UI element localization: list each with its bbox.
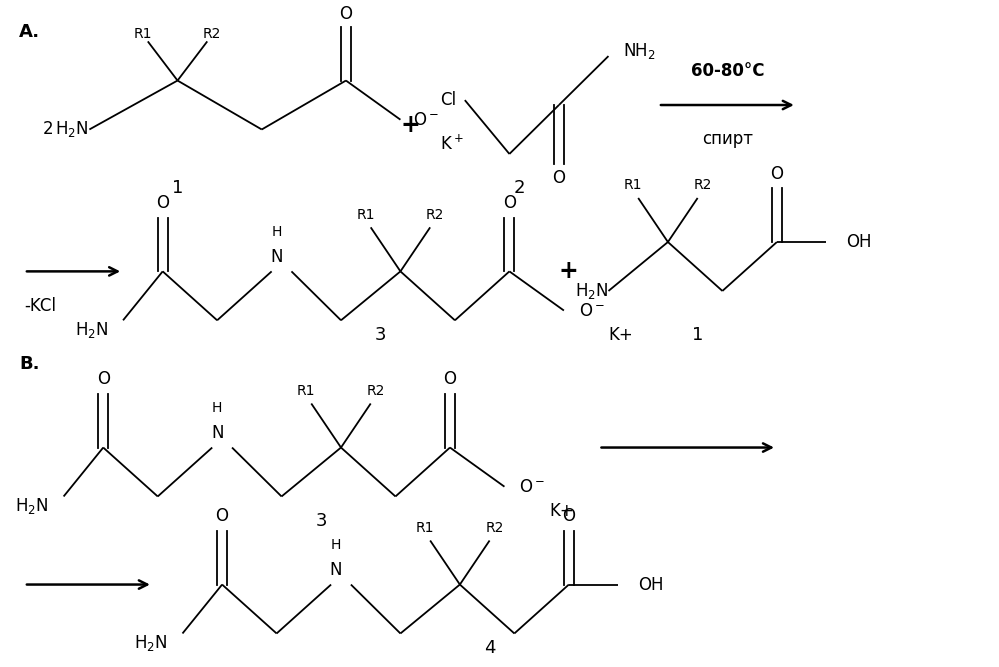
Text: O: O [340, 5, 353, 23]
Text: R1: R1 [624, 178, 642, 192]
Text: R2: R2 [203, 27, 222, 41]
Text: B.: B. [19, 356, 40, 374]
Text: O: O [97, 370, 110, 388]
Text: +: + [559, 259, 578, 283]
Text: R2: R2 [367, 384, 385, 398]
Text: R2: R2 [693, 178, 711, 192]
Text: спирт: спирт [702, 130, 753, 148]
Text: O: O [502, 194, 515, 212]
Text: K$^+$: K$^+$ [441, 135, 464, 154]
Text: R2: R2 [426, 207, 445, 221]
Text: O: O [770, 165, 783, 183]
Text: R1: R1 [357, 207, 375, 221]
Text: A.: A. [19, 23, 40, 41]
Text: K+: K+ [549, 502, 573, 520]
Text: N: N [330, 561, 343, 579]
Text: N: N [271, 247, 283, 265]
Text: O$^-$: O$^-$ [519, 478, 545, 496]
Text: H$_2$N: H$_2$N [575, 281, 608, 301]
Text: R2: R2 [486, 521, 503, 535]
Text: R1: R1 [134, 27, 152, 41]
Text: Cl: Cl [441, 91, 457, 109]
Text: H$_2$N: H$_2$N [75, 320, 108, 340]
Text: -KCl: -KCl [24, 297, 56, 315]
Text: 2: 2 [513, 179, 525, 197]
Text: O$^-$: O$^-$ [578, 301, 604, 319]
Text: 3: 3 [316, 512, 327, 530]
Text: H: H [272, 225, 282, 239]
Text: O: O [444, 370, 457, 388]
Text: OH: OH [638, 576, 663, 594]
Text: O: O [156, 194, 169, 212]
Text: H: H [212, 402, 223, 416]
Text: K+: K+ [608, 326, 633, 344]
Text: O: O [216, 507, 229, 525]
Text: 4: 4 [484, 639, 496, 657]
Text: $\mathregular{2\,H_2N}$: $\mathregular{2\,H_2N}$ [42, 119, 88, 139]
Text: H: H [331, 538, 342, 552]
Text: H$_2$N: H$_2$N [15, 496, 49, 516]
Text: NH$_2$: NH$_2$ [623, 41, 656, 61]
Text: 1: 1 [172, 179, 183, 197]
Text: O: O [552, 169, 565, 187]
Text: 1: 1 [692, 326, 703, 344]
Text: O: O [562, 507, 575, 525]
Text: OH: OH [846, 233, 872, 251]
Text: 3: 3 [375, 326, 387, 344]
Text: N: N [211, 424, 224, 442]
Text: 60-80°C: 60-80°C [690, 62, 764, 80]
Text: O$^-$: O$^-$ [414, 111, 440, 129]
Text: H$_2$N: H$_2$N [134, 633, 168, 653]
Text: R1: R1 [416, 521, 435, 535]
Text: R1: R1 [297, 384, 316, 398]
Text: +: + [401, 113, 421, 137]
